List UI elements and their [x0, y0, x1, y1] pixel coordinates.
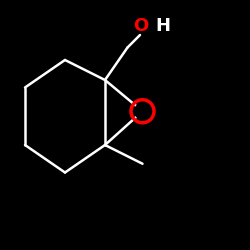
Text: H: H: [155, 17, 170, 35]
Text: O: O: [134, 17, 149, 35]
Circle shape: [134, 102, 151, 120]
